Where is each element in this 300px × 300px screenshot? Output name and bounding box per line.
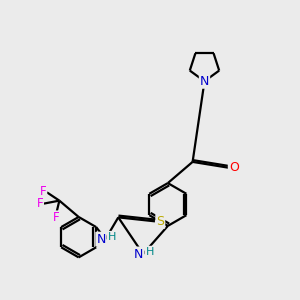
Text: N: N xyxy=(134,248,143,260)
Text: F: F xyxy=(36,197,43,210)
Text: N: N xyxy=(96,233,106,246)
Text: F: F xyxy=(53,212,60,224)
Text: N: N xyxy=(200,75,209,88)
Text: H: H xyxy=(108,232,116,242)
Text: S: S xyxy=(156,215,164,228)
Text: F: F xyxy=(40,185,46,198)
Text: H: H xyxy=(146,247,154,256)
Text: O: O xyxy=(229,161,239,174)
